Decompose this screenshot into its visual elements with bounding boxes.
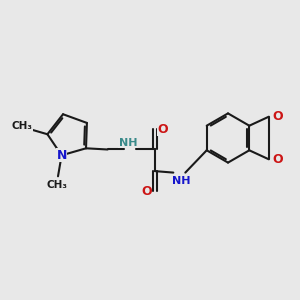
Text: CH₃: CH₃ <box>12 122 33 131</box>
Text: O: O <box>272 153 283 166</box>
Text: CH₃: CH₃ <box>46 180 67 190</box>
Text: O: O <box>141 185 152 198</box>
Text: O: O <box>272 110 283 123</box>
Text: N: N <box>56 149 67 162</box>
Text: NH: NH <box>119 138 137 148</box>
Text: NH: NH <box>172 176 190 186</box>
Text: O: O <box>158 123 168 136</box>
